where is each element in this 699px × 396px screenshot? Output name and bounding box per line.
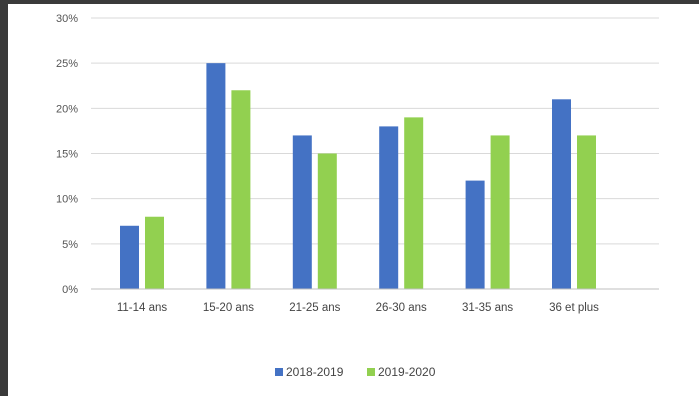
bar-2018-2019-26-30 ans (379, 126, 399, 290)
bar-2019-2020-15-20 ans (231, 90, 251, 290)
bar-2019-2020-11-14 ans (145, 216, 164, 289)
bars (120, 63, 596, 290)
y-tick-label: 20% (56, 103, 78, 115)
x-category-label: 31-35 ans (462, 302, 513, 314)
y-axis-tick-labels: 0% 5% 10% 15% 20% 25% 30% (56, 13, 78, 296)
y-tick-label: 25% (56, 58, 78, 70)
bar-2018-2019-36 et plus (552, 99, 571, 289)
bar-chart: 0% 5% 10% 15% 20% 25% 30% 11-14 ans 15-20 ans 21… (56, 13, 659, 379)
x-category-label: 11-14 ans (117, 302, 168, 314)
y-tick-label: 0% (62, 284, 78, 296)
bar-2018-2019-15-20 ans (206, 63, 226, 289)
bar-2019-2020-36 et plus (577, 135, 596, 289)
x-category-label: 15-20 ans (203, 302, 254, 314)
legend: 2018-2019 2019-2020 (275, 365, 436, 379)
legend-label: 2018-2019 (286, 365, 344, 379)
x-category-label: 21-25 ans (289, 302, 340, 314)
bar-2019-2020-26-30 ans (404, 117, 424, 289)
bar-2018-2019-31-35 ans (465, 180, 485, 289)
legend-swatch-2019-2020 (367, 368, 375, 376)
bar-2018-2019-21-25 ans (292, 135, 312, 289)
chart-frame: 0% 5% 10% 15% 20% 25% 30% 11-14 ans 15-20 ans 21… (8, 4, 699, 396)
x-category-label: 36 et plus (549, 302, 599, 314)
gridlines (91, 17, 659, 245)
bar-2018-2019-11-14 ans (120, 225, 139, 289)
bar-2019-2020-21-25 ans (317, 153, 337, 289)
y-tick-label: 30% (56, 13, 78, 25)
legend-label: 2019-2020 (378, 365, 436, 379)
bar-2019-2020-31-35 ans (490, 135, 510, 289)
y-tick-label: 10% (56, 194, 78, 206)
x-category-label: 26-30 ans (376, 302, 427, 314)
legend-swatch-2018-2019 (275, 368, 283, 376)
y-tick-label: 5% (62, 239, 78, 251)
x-axis-category-labels: 11-14 ans 15-20 ans 21-25 ans 26-30 ans 31-3… (117, 302, 599, 314)
y-tick-label: 15% (56, 149, 78, 161)
